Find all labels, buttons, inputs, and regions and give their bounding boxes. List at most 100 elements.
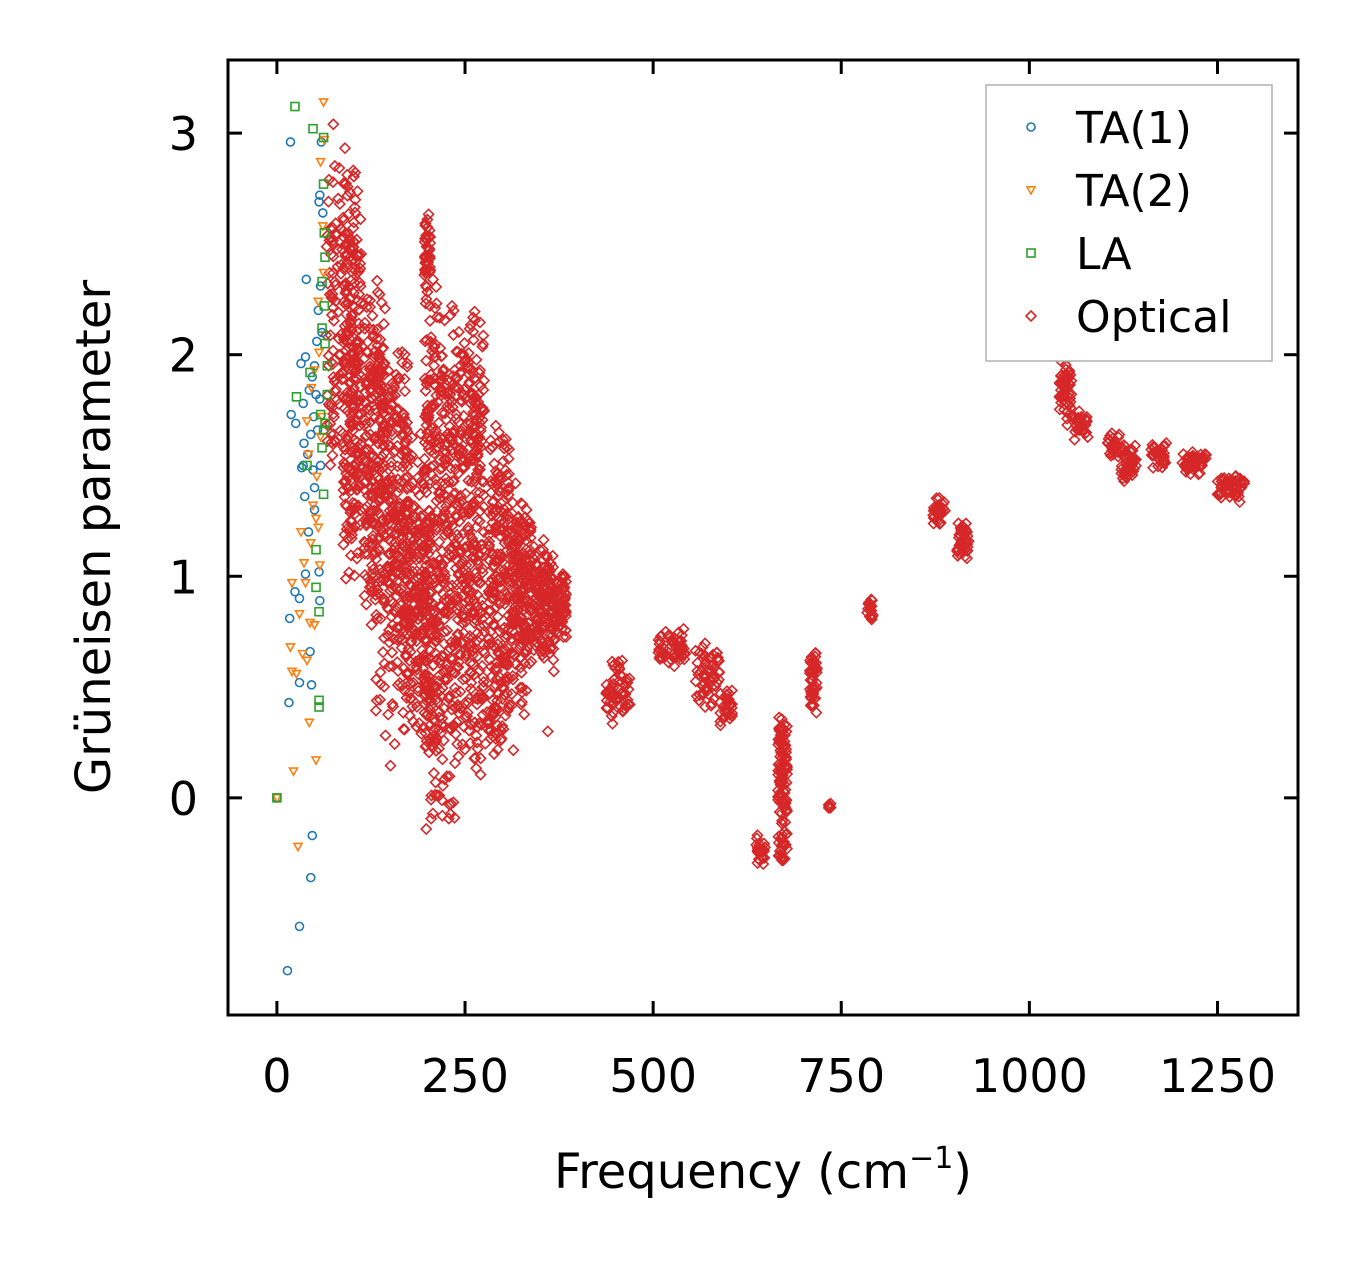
data-point-optical (484, 625, 497, 638)
data-point-optical (333, 197, 346, 211)
data-point-optical (352, 499, 365, 512)
data-point-optical (717, 700, 730, 713)
data-point-optical (505, 617, 519, 630)
data-point-optical (427, 767, 441, 780)
data-point-optical (332, 397, 346, 411)
data-point-ta2 (303, 450, 314, 461)
data-point-optical (494, 470, 507, 483)
legend-marker-optical (1024, 309, 1038, 323)
data-point-optical (463, 451, 476, 464)
data-point-optical (1199, 448, 1212, 461)
data-point-optical (370, 274, 384, 287)
data-point-optical (559, 588, 573, 601)
data-point-optical (406, 700, 419, 713)
data-point-optical (458, 461, 471, 474)
data-point-optical (490, 673, 503, 686)
data-point-ta1 (284, 613, 295, 624)
data-point-optical (471, 571, 484, 584)
data-point-optical (364, 576, 377, 589)
data-point-ta2 (306, 383, 317, 394)
data-point-optical (368, 389, 381, 402)
data-point-optical (331, 260, 344, 273)
data-point-optical (517, 638, 530, 651)
data-point-la (317, 276, 327, 287)
data-point-ta2 (309, 621, 320, 631)
data-point-optical (775, 814, 789, 827)
data-point-optical (459, 568, 472, 581)
data-point-optical (437, 363, 450, 376)
data-point-optical (951, 549, 964, 562)
data-point-optical (420, 541, 433, 554)
data-point-optical (438, 528, 452, 542)
data-point-optical (451, 737, 464, 751)
data-point-optical (382, 533, 395, 546)
data-point-optical (500, 441, 514, 454)
data-point-la (319, 301, 330, 311)
data-point-optical (443, 548, 456, 561)
data-point-optical (773, 845, 787, 858)
data-point-optical (458, 608, 471, 621)
data-point-optical (337, 483, 350, 497)
data-point-optical (482, 604, 496, 617)
data-point-optical (358, 589, 371, 602)
data-point-optical (448, 811, 461, 824)
data-point-optical (446, 370, 459, 383)
data-point-optical (479, 737, 492, 750)
data-point-optical (753, 838, 766, 851)
data-point-optical (1115, 443, 1128, 456)
data-point-optical (503, 482, 516, 495)
data-point-optical (363, 436, 376, 449)
data-point-optical (481, 722, 495, 735)
data-point-optical (514, 661, 527, 674)
data-point-optical (491, 694, 504, 707)
data-point-optical (505, 699, 519, 712)
data-point-optical (435, 794, 449, 807)
data-point-optical (1057, 403, 1071, 416)
data-point-optical (386, 503, 399, 516)
data-point-optical (326, 221, 339, 234)
data-point-optical (618, 687, 632, 700)
data-point-optical (373, 288, 386, 301)
data-point-optical (467, 495, 480, 509)
data-point-optical (1060, 383, 1074, 396)
data-point-ta2 (288, 767, 299, 777)
data-point-optical (693, 688, 706, 702)
data-point-optical (345, 462, 358, 475)
data-point-optical (386, 428, 399, 442)
data-point-optical (471, 720, 484, 734)
data-point-optical (476, 612, 489, 626)
data-point-optical (411, 471, 424, 484)
data-point-optical (441, 495, 455, 509)
data-point-optical (377, 631, 391, 645)
data-point-optical (1075, 424, 1088, 437)
data-point-ta1 (314, 197, 324, 207)
data-point-optical (471, 626, 484, 640)
data-point-optical (467, 333, 480, 347)
data-point-optical (450, 603, 463, 616)
data-point-optical (467, 644, 480, 657)
data-point-optical (603, 687, 616, 700)
data-point-optical (332, 192, 345, 205)
data-point-optical (397, 722, 410, 736)
data-point-ta2 (310, 756, 322, 766)
data-point-optical (466, 685, 480, 698)
data-point-optical (420, 354, 433, 367)
data-point-optical (382, 421, 395, 434)
data-point-la (315, 409, 326, 420)
data-point-optical (382, 364, 395, 377)
data-point-optical (474, 575, 487, 589)
data-point-optical (530, 550, 543, 563)
data-point-optical (402, 451, 416, 464)
data-point-optical (470, 698, 484, 711)
data-point-optical (655, 651, 669, 664)
data-point-optical (470, 729, 483, 742)
x-tick-label: 0 (262, 1049, 291, 1103)
data-point-optical (378, 357, 391, 370)
data-point-optical (487, 618, 500, 631)
data-point-optical (1081, 430, 1094, 444)
data-point-optical (354, 262, 367, 275)
data-point-optical (606, 717, 619, 730)
data-point-optical (456, 673, 470, 686)
data-point-ta1 (282, 965, 293, 976)
data-point-optical (776, 737, 789, 750)
